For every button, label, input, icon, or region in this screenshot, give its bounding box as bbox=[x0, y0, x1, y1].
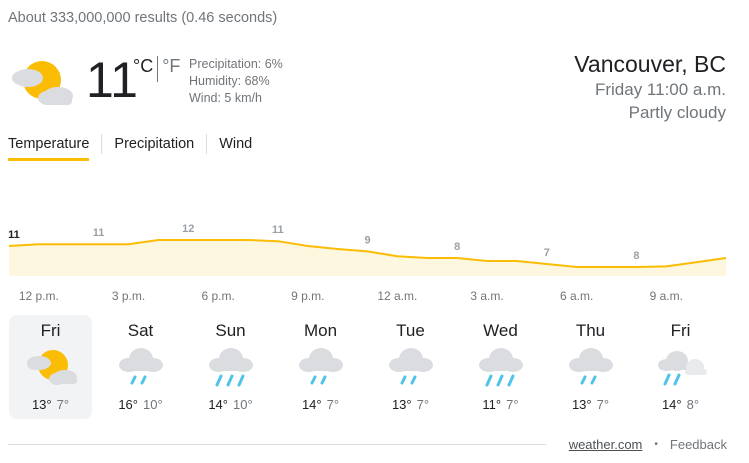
wind-text: Wind: 5 km/h bbox=[189, 91, 262, 105]
day-name: Mon bbox=[303, 321, 338, 340]
day-high: 13° bbox=[31, 397, 52, 412]
day-low: 7° bbox=[326, 397, 340, 412]
day-low: 10° bbox=[233, 397, 253, 412]
partly-cloudy-icon bbox=[12, 61, 73, 105]
day-name: Sun bbox=[215, 321, 246, 340]
weather-details: Precipitation: 6% Humidity: 68% Wind: 5 … bbox=[189, 56, 283, 107]
time-axis: 12 p.m. 3 p.m. 6 p.m. 9 p.m. 12 a.m. 3 a.m. 6 … bbox=[0, 289, 749, 305]
forecast-day[interactable]: Thu 13° 7° bbox=[549, 315, 632, 419]
fahrenheit-toggle[interactable]: °F bbox=[162, 56, 181, 76]
day-name: Thu bbox=[575, 321, 606, 340]
day-high: 13° bbox=[391, 397, 412, 412]
humidity-text: Humidity: 68% bbox=[189, 74, 270, 88]
feedback-link[interactable]: Feedback bbox=[669, 437, 727, 452]
day-high: 16° bbox=[118, 397, 138, 412]
footer-divider bbox=[8, 444, 546, 445]
temperature-label: 7 bbox=[544, 247, 550, 259]
day-temps: 14° 7° bbox=[279, 397, 362, 412]
location-time: Friday 11:00 a.m. bbox=[594, 80, 726, 99]
result-stats: About 333,000,000 results (0.46 seconds) bbox=[8, 10, 278, 26]
day-high: 13° bbox=[571, 397, 592, 412]
location-condition: Partly cloudy bbox=[628, 103, 726, 122]
light-rain-icon bbox=[569, 348, 613, 385]
light-rain-icon bbox=[389, 348, 433, 385]
time-tick: 6 p.m. bbox=[201, 289, 235, 303]
day-low: 8° bbox=[686, 397, 700, 412]
day-low: 7° bbox=[416, 397, 430, 412]
day-name: Wed bbox=[483, 321, 518, 340]
day-temps: 16° 10° bbox=[99, 397, 182, 412]
temperature-label: 8 bbox=[633, 250, 639, 262]
day-low: 10° bbox=[143, 397, 163, 412]
time-tick: 9 p.m. bbox=[291, 289, 325, 303]
temperature-label: 11 bbox=[8, 229, 20, 241]
day-name: Tue bbox=[396, 321, 425, 340]
tab-divider bbox=[206, 134, 208, 154]
time-tick: 6 a.m. bbox=[559, 289, 594, 303]
forecast-day[interactable]: Wed 11° 7° bbox=[459, 315, 542, 419]
day-high: 14° bbox=[208, 397, 228, 412]
location-block: Vancouver, BC Friday 11:00 a.m. Partly c… bbox=[574, 50, 726, 124]
location-name: Vancouver, BC bbox=[574, 51, 726, 77]
footer-separator: • bbox=[654, 439, 658, 450]
temperature-label: 8 bbox=[454, 241, 460, 253]
time-tick: 12 a.m. bbox=[377, 289, 418, 303]
day-temps: 13° 7° bbox=[549, 397, 632, 412]
time-tick: 9 a.m. bbox=[649, 289, 683, 303]
day-temps: 14° 8° bbox=[639, 397, 722, 412]
day-temps: 13° 7° bbox=[369, 397, 452, 412]
day-high: 14° bbox=[661, 397, 682, 412]
tab-temperature[interactable]: Temperature bbox=[8, 132, 90, 161]
forecast-day[interactable]: Fri 14° 8° bbox=[639, 315, 722, 419]
day-temps: 14° 10° bbox=[189, 397, 272, 412]
temperature-label: 11 bbox=[272, 224, 284, 236]
day-low: 7° bbox=[596, 397, 610, 412]
day-temps: 11° 7° bbox=[459, 397, 542, 412]
day-high: 14° bbox=[301, 397, 322, 412]
day-high: 11° bbox=[482, 397, 502, 412]
celsius-toggle[interactable]: °C bbox=[133, 56, 154, 76]
day-low: 7° bbox=[506, 397, 519, 412]
showers-icon bbox=[658, 351, 707, 386]
temperature-label: 11 bbox=[93, 227, 105, 239]
current-weather: 11 °C °F Precipitation: 6% Humidity: 68%… bbox=[8, 52, 428, 116]
day-name: Fri bbox=[40, 321, 61, 340]
light-rain-icon bbox=[299, 348, 343, 385]
tab-wind[interactable]: Wind bbox=[219, 136, 253, 152]
partly-cloudy-icon bbox=[27, 350, 77, 385]
forecast-day[interactable]: Fri 13° 7° bbox=[9, 315, 92, 419]
forecast-day[interactable]: Tue 13° 7° bbox=[369, 315, 452, 419]
source-link[interactable]: weather.com bbox=[568, 437, 643, 452]
light-rain-icon bbox=[119, 348, 163, 385]
weather-tabs: Temperature Precipitation Wind bbox=[8, 132, 252, 161]
rain-icon bbox=[209, 348, 253, 387]
tab-divider bbox=[101, 134, 103, 154]
rain-icon bbox=[479, 348, 523, 387]
temperature-area bbox=[9, 240, 726, 276]
time-tick: 12 p.m. bbox=[18, 289, 59, 303]
precipitation-text: Precipitation: 6% bbox=[189, 57, 283, 71]
temperature-label: 9 bbox=[364, 234, 370, 246]
forecast-day[interactable]: Sat 16° 10° bbox=[99, 315, 182, 419]
footer: weather.com • Feedback bbox=[569, 437, 727, 452]
unit-switch: °C °F bbox=[133, 56, 180, 82]
day-name: Sat bbox=[127, 321, 154, 340]
temperature-label: 12 bbox=[182, 223, 194, 235]
daily-forecast: Fri 13° 7° Sat 16° 10° Sun bbox=[9, 315, 729, 419]
forecast-day[interactable]: Mon 14° 7° bbox=[279, 315, 362, 419]
day-temps: 13° 7° bbox=[9, 397, 92, 412]
temperature-chart: 11 11 12 11 9 8 7 8 bbox=[8, 223, 727, 276]
tab-precipitation[interactable]: Precipitation bbox=[114, 136, 195, 152]
day-name: Fri bbox=[670, 321, 691, 340]
unit-divider bbox=[157, 56, 159, 82]
temperature-line bbox=[8, 239, 727, 268]
time-tick: 3 p.m. bbox=[111, 289, 146, 303]
current-temperature: 11 bbox=[86, 52, 138, 108]
day-low: 7° bbox=[56, 397, 70, 412]
forecast-day[interactable]: Sun 14° 10° bbox=[189, 315, 272, 419]
time-tick: 3 a.m. bbox=[470, 289, 504, 303]
